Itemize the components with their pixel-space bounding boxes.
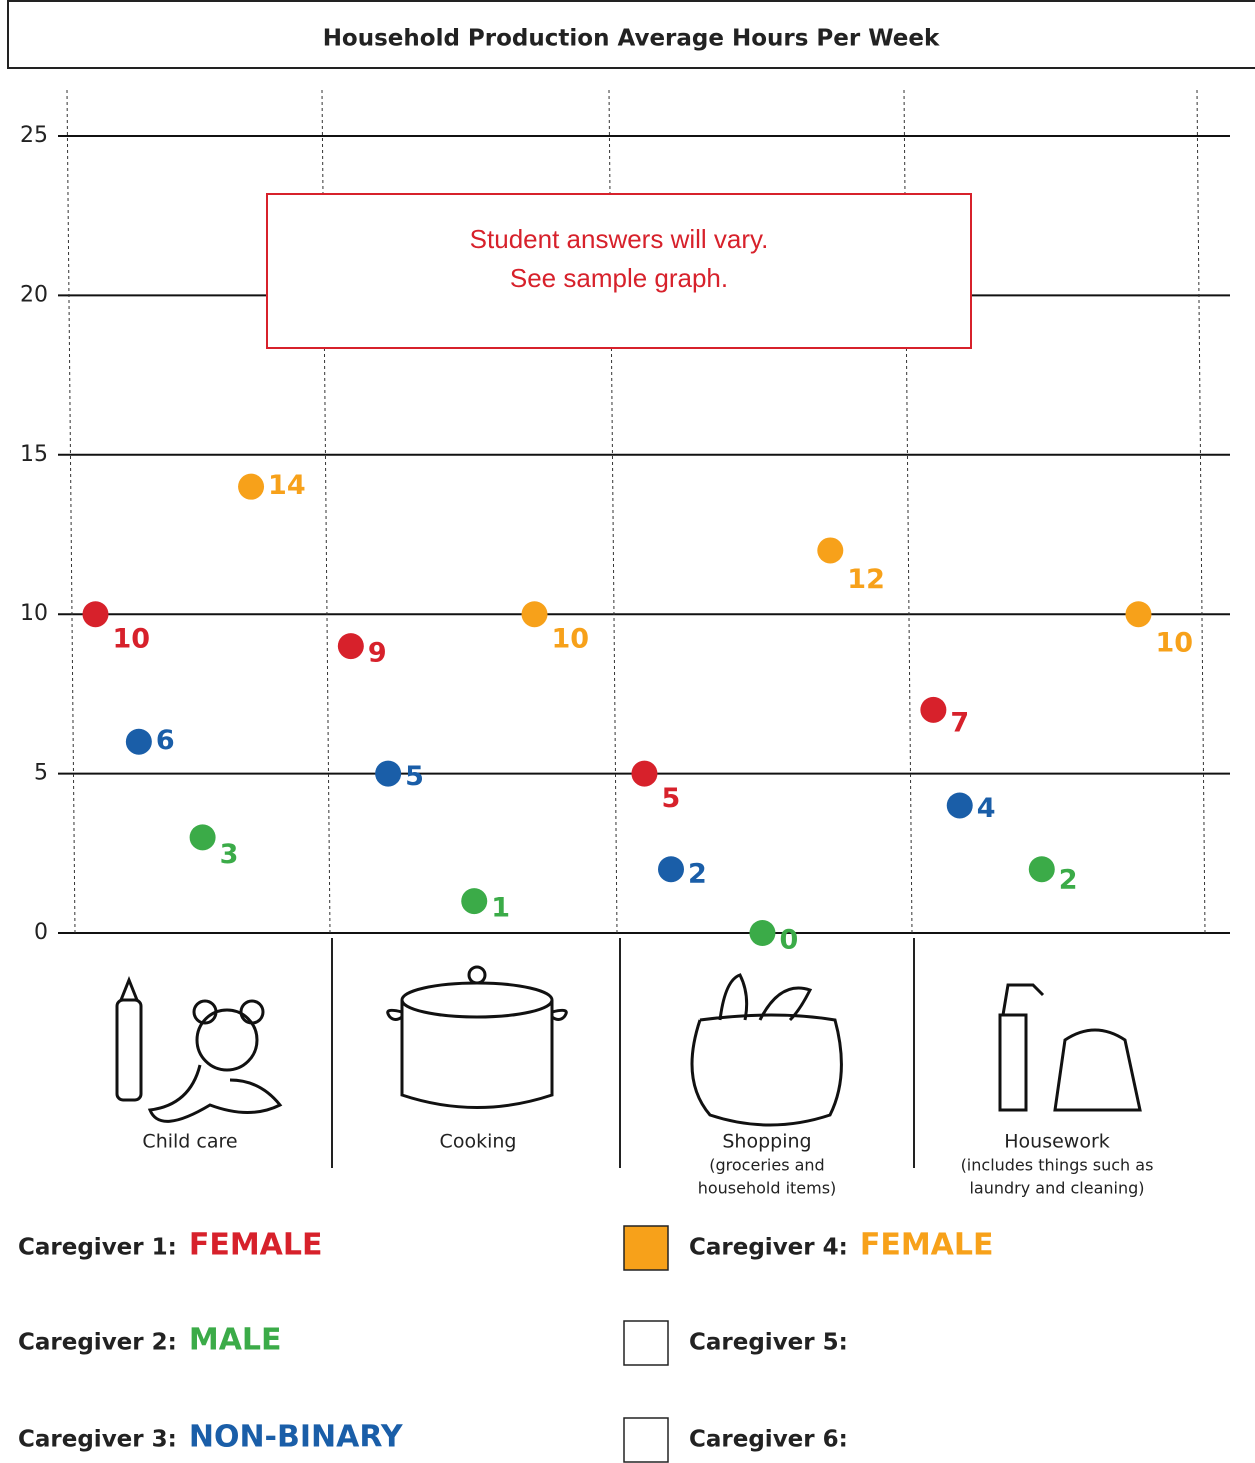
x-tick-label: Housework	[1004, 1131, 1110, 1153]
point	[1028, 856, 1055, 883]
category-note: household items)	[698, 1179, 837, 1198]
value-label: 1	[491, 893, 510, 924]
point	[125, 728, 152, 755]
point	[521, 601, 548, 628]
x-tick-label: Shopping	[722, 1131, 811, 1153]
legend-swatch	[623, 1320, 669, 1366]
legend-value: FEMALE	[189, 1228, 323, 1263]
category-note: laundry and cleaning)	[969, 1179, 1144, 1198]
chart-title: Household Production Average Hours Per W…	[323, 26, 940, 52]
value-label: 5	[661, 783, 680, 814]
point	[82, 601, 109, 628]
category-note: (groceries and	[709, 1156, 824, 1175]
y-tick-label: 5	[34, 761, 48, 786]
value-label: 4	[977, 793, 996, 824]
value-label: 0	[779, 925, 798, 956]
point	[817, 537, 844, 564]
point	[461, 888, 488, 915]
point	[946, 792, 973, 819]
legend-label: Caregiver 6:	[689, 1427, 848, 1453]
legend-label: Caregiver 2:	[18, 1330, 177, 1356]
x-tick-label: Child care	[142, 1131, 237, 1153]
y-tick-label: 15	[20, 442, 48, 467]
value-label: 5	[405, 761, 424, 792]
value-label: 2	[688, 859, 707, 890]
point	[189, 824, 216, 851]
point	[238, 473, 265, 500]
value-label: 12	[847, 564, 885, 595]
point	[631, 760, 658, 787]
legend-swatch	[623, 1225, 669, 1271]
category-divider	[1196, 89, 1206, 934]
point	[375, 760, 402, 787]
point	[1125, 601, 1152, 628]
value-label: 9	[368, 638, 387, 669]
value-label: 14	[268, 470, 306, 501]
y-tick-label: 10	[20, 601, 48, 626]
legend-label: Caregiver 1:	[18, 1235, 177, 1261]
y-tick-label: 0	[34, 920, 48, 945]
legend-value: NON-BINARY	[189, 1420, 404, 1455]
annotation: Student answers will vary.	[470, 224, 769, 254]
value-label: 10	[113, 624, 151, 655]
legend-swatch	[623, 1417, 669, 1463]
point	[658, 856, 684, 883]
legend-label: Caregiver 3:	[18, 1427, 177, 1453]
legend-value: FEMALE	[860, 1228, 994, 1263]
title-box	[7, 0, 1255, 69]
legend-value: MALE	[189, 1323, 282, 1358]
legend-label: Caregiver 4:	[689, 1235, 848, 1261]
legend-label: Caregiver 5:	[689, 1330, 848, 1356]
value-label: 3	[220, 839, 239, 870]
value-label: 7	[950, 707, 969, 738]
value-label: 10	[1155, 628, 1193, 659]
icons	[115, 965, 1142, 1127]
annotation-box	[266, 193, 972, 349]
x-tick-label: Cooking	[440, 1131, 517, 1153]
point	[920, 696, 947, 723]
value-label: 2	[1059, 865, 1078, 896]
value-label: 6	[156, 725, 175, 756]
point	[749, 920, 776, 946]
point	[337, 633, 364, 660]
category-divider	[66, 89, 76, 934]
value-label: 10	[552, 624, 590, 655]
category-note: (includes things such as	[961, 1156, 1154, 1175]
annotation: See sample graph.	[510, 263, 728, 293]
y-tick-label: 20	[20, 282, 48, 307]
y-tick-label: 25	[20, 123, 48, 148]
